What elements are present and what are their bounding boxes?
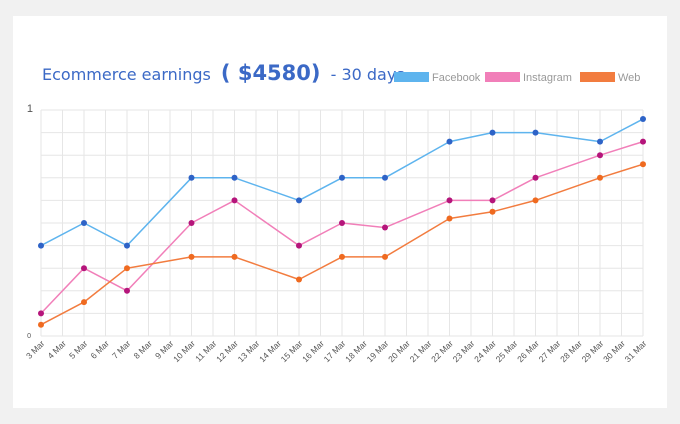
legend-item-instagram[interactable]: Instagram xyxy=(485,72,572,84)
data-point-facebook xyxy=(81,220,87,226)
chart-title-amount: ( $4580) xyxy=(221,61,321,85)
legend-label: Web xyxy=(618,72,640,84)
chart-title-prefix: Ecommerce earnings xyxy=(42,65,211,84)
data-point-web xyxy=(124,265,130,272)
data-point-instagram xyxy=(188,220,195,226)
x-tick-label: 21 Mar xyxy=(408,338,434,364)
data-point-web xyxy=(382,253,388,260)
data-point-instagram xyxy=(81,265,87,272)
x-tick-label: 15 Mar xyxy=(279,338,305,364)
data-point-web xyxy=(38,321,44,328)
data-point-instagram xyxy=(339,220,345,226)
x-tick-label: 19 Mar xyxy=(365,338,391,364)
y-axis-ticks: 10 xyxy=(27,103,33,340)
x-tick-label: 28 Mar xyxy=(558,338,584,364)
x-tick-label: 3 Mar xyxy=(24,338,47,361)
data-point-web xyxy=(339,253,345,260)
x-tick-label: 10 Mar xyxy=(171,338,197,364)
x-tick-label: 17 Mar xyxy=(322,338,348,364)
data-point-facebook xyxy=(339,174,345,181)
data-point-web xyxy=(532,197,539,204)
data-point-facebook xyxy=(532,129,539,136)
data-point-web xyxy=(81,299,87,306)
x-tick-label: 20 Mar xyxy=(386,338,412,364)
data-point-facebook xyxy=(382,174,388,181)
y-tick-label: 1 xyxy=(27,103,33,115)
data-point-web xyxy=(640,161,646,168)
x-tick-label: 18 Mar xyxy=(343,338,369,364)
chart-grid xyxy=(40,109,644,337)
data-point-web xyxy=(231,253,238,260)
data-point-instagram xyxy=(38,310,44,317)
data-point-facebook xyxy=(597,138,603,145)
chart-legend[interactable]: Facebook Instagram Web xyxy=(394,72,640,84)
data-point-web xyxy=(188,253,195,260)
data-point-facebook xyxy=(640,116,646,123)
legend-label: Instagram xyxy=(523,72,572,84)
data-point-web xyxy=(446,215,453,222)
x-tick-label: 29 Mar xyxy=(580,338,606,364)
data-point-instagram xyxy=(532,174,539,181)
x-tick-label: 11 Mar xyxy=(193,338,218,363)
x-tick-label: 13 Mar xyxy=(236,338,262,364)
data-point-facebook xyxy=(296,197,302,204)
data-point-instagram xyxy=(446,197,453,204)
x-tick-label: 25 Mar xyxy=(494,338,520,364)
x-tick-label: 8 Mar xyxy=(131,338,154,361)
line-chart: Ecommerce earnings ( $4580) - 30 days Fa… xyxy=(24,61,649,364)
x-tick-label: 16 Mar xyxy=(300,338,326,364)
x-tick-label: 7 Mar xyxy=(110,338,133,361)
chart-series xyxy=(38,116,646,328)
data-point-facebook xyxy=(38,242,44,249)
data-point-instagram xyxy=(231,197,238,204)
data-point-instagram xyxy=(124,287,130,294)
x-tick-label: 6 Mar xyxy=(88,338,111,361)
legend-swatch xyxy=(394,72,429,82)
data-point-web xyxy=(296,276,302,283)
data-point-web xyxy=(489,208,496,215)
data-point-instagram xyxy=(382,224,388,231)
data-point-web xyxy=(597,174,603,181)
legend-label: Facebook xyxy=(432,72,481,84)
x-tick-label: 30 Mar xyxy=(601,338,627,364)
data-point-facebook xyxy=(124,242,130,249)
x-tick-label: 5 Mar xyxy=(67,338,90,361)
x-tick-label: 14 Mar xyxy=(257,338,283,364)
x-tick-label: 31 Mar xyxy=(623,338,649,364)
data-point-facebook xyxy=(188,174,195,181)
chart-card: Ecommerce earnings ( $4580) - 30 days Fa… xyxy=(13,16,667,408)
chart-title-suffix: - 30 days xyxy=(331,65,405,84)
data-point-instagram xyxy=(640,138,646,145)
x-tick-label: 22 Mar xyxy=(429,338,455,364)
x-tick-label: 27 Mar xyxy=(537,338,563,364)
x-tick-label: 23 Mar xyxy=(451,338,477,364)
data-point-facebook xyxy=(446,138,453,145)
legend-item-web[interactable]: Web xyxy=(580,72,640,84)
legend-swatch xyxy=(485,72,520,82)
x-tick-label: 26 Mar xyxy=(515,338,541,364)
legend-swatch xyxy=(580,72,615,82)
x-tick-label: 24 Mar xyxy=(472,338,498,364)
y-tick-label: 0 xyxy=(27,333,31,340)
data-point-facebook xyxy=(489,129,496,136)
x-tick-label: 4 Mar xyxy=(45,338,68,361)
chart-title: Ecommerce earnings ( $4580) - 30 days xyxy=(42,61,405,85)
legend-item-facebook[interactable]: Facebook xyxy=(394,72,481,84)
x-tick-label: 12 Mar xyxy=(214,338,240,364)
data-point-instagram xyxy=(296,242,302,249)
data-point-facebook xyxy=(231,174,238,181)
data-point-instagram xyxy=(489,197,496,204)
data-point-instagram xyxy=(597,152,603,159)
